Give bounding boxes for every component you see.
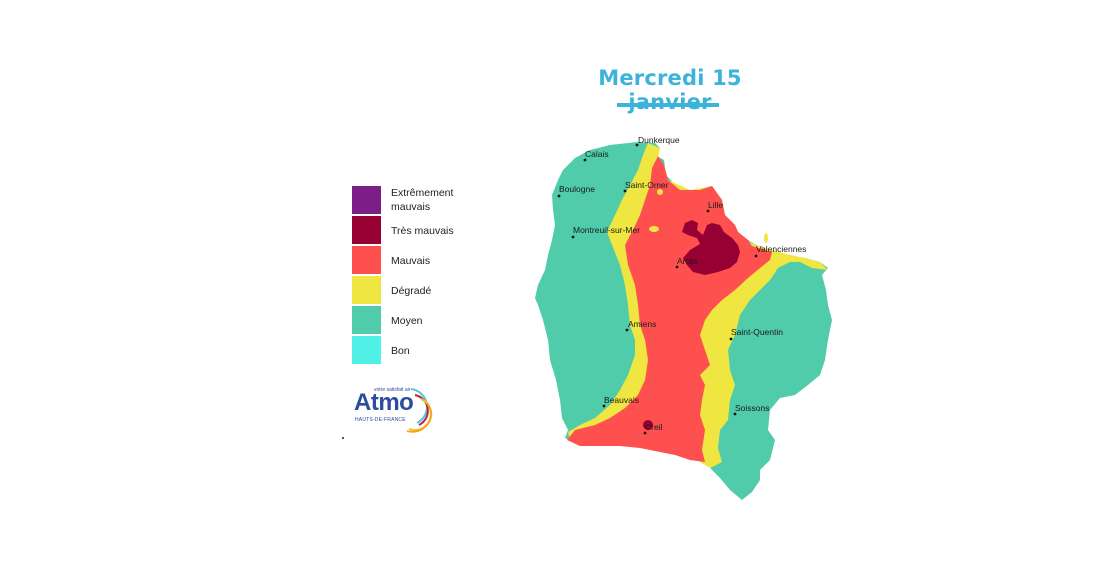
degrade-patch bbox=[764, 233, 768, 243]
legend-swatch bbox=[352, 246, 381, 274]
city-markers: Dunkerque Calais Boulogne Saint-Omer Lil… bbox=[557, 135, 806, 435]
legend-item-tres-mauvais: Très mauvais bbox=[352, 216, 492, 246]
stray-dot bbox=[342, 437, 344, 439]
tres-mauvais-spot bbox=[643, 420, 653, 430]
city-label-amiens: Amiens bbox=[628, 319, 656, 329]
city-label-lille: Lille bbox=[708, 200, 723, 210]
city-label-boulogne: Boulogne bbox=[559, 184, 595, 194]
legend-swatch bbox=[352, 276, 381, 304]
logo-region: HAUTS-DE-FRANCE bbox=[355, 417, 406, 423]
legend-label-line2: mauvais bbox=[391, 201, 431, 213]
degrade-patch bbox=[657, 189, 663, 195]
legend-label: Bon bbox=[391, 345, 410, 357]
city-label-soissons: Soissons bbox=[735, 403, 770, 413]
legend-swatch bbox=[352, 186, 381, 214]
city-label-calais: Calais bbox=[585, 149, 609, 159]
legend-item-degrade: Dégradé bbox=[352, 276, 492, 306]
city-label-valenciennes: Valenciennes bbox=[756, 244, 806, 254]
legend-label: Mauvais bbox=[391, 255, 431, 267]
legend-label-line1: Extrêmement bbox=[391, 187, 454, 199]
logo-arcs-icon bbox=[407, 388, 433, 433]
legend-label: Très mauvais bbox=[391, 225, 454, 237]
legend-item-bon: Bon bbox=[352, 336, 492, 366]
legend-label: Moyen bbox=[391, 315, 423, 327]
legend-label: Dégradé bbox=[391, 285, 432, 297]
logo-tagline: votre satisfait air bbox=[374, 387, 411, 393]
city-label-montreuil-sur-mer: Montreuil-sur-Mer bbox=[573, 225, 640, 235]
city-label-saint-quentin: Saint-Quentin bbox=[731, 327, 783, 337]
degrade-patch bbox=[649, 226, 659, 232]
legend-item-extremement-mauvais: Extrêmement mauvais bbox=[352, 186, 492, 216]
city-label-creil: Creil bbox=[645, 422, 663, 432]
legend-item-moyen: Moyen bbox=[352, 306, 492, 336]
legend-swatch bbox=[352, 216, 381, 244]
page-title: Mercredi 15 janvier bbox=[598, 66, 742, 114]
legend-item-mauvais: Mauvais bbox=[352, 246, 492, 276]
legend-label: Extrêmement mauvais bbox=[391, 186, 453, 214]
logo-wordmark: Atmo bbox=[354, 389, 414, 416]
city-label-arras: Arras bbox=[677, 256, 697, 266]
city-label-beauvais: Beauvais bbox=[604, 395, 639, 405]
legend-swatch bbox=[352, 306, 381, 334]
atmo-logo: votre satisfait air Atmo HAUTS-DE-FRANCE bbox=[352, 385, 442, 435]
region-tres-mauvais-zone bbox=[682, 220, 740, 275]
title-underline bbox=[617, 103, 719, 107]
city-label-dunkerque: Dunkerque bbox=[638, 135, 680, 145]
city-label-saint-omer: Saint-Omer bbox=[625, 180, 669, 190]
legend-swatch bbox=[352, 336, 381, 364]
air-quality-map: Dunkerque Calais Boulogne Saint-Omer Lil… bbox=[535, 135, 832, 500]
